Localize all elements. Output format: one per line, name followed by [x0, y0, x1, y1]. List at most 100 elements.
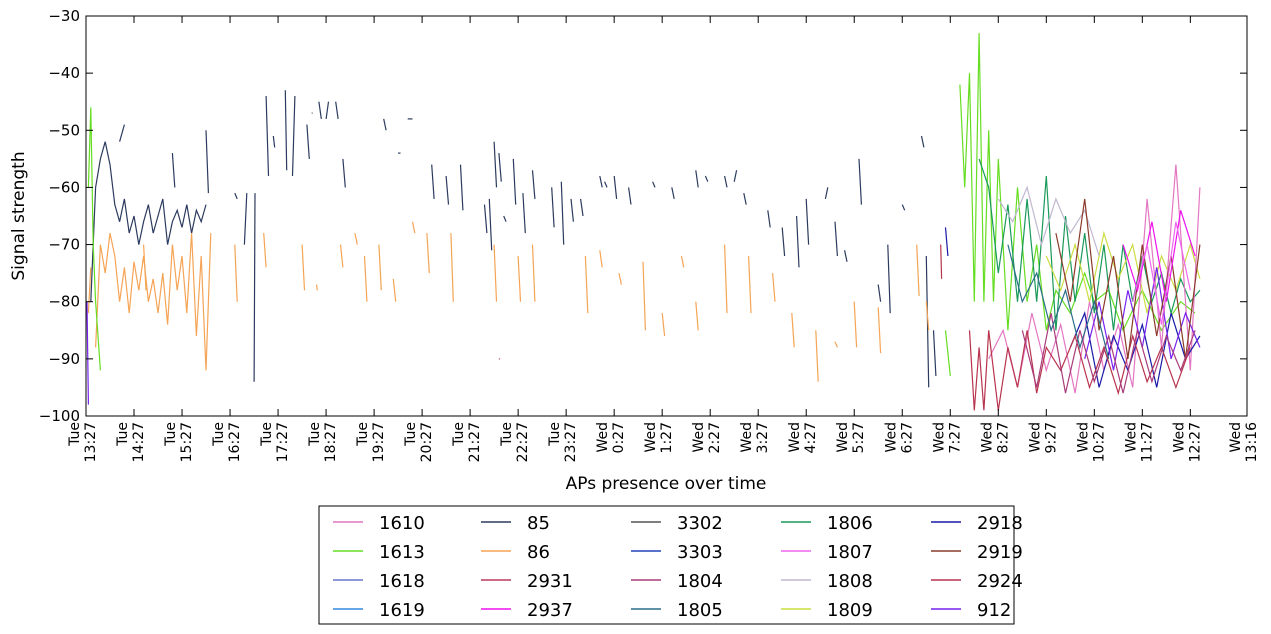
series-1807-segment — [1132, 221, 1191, 325]
x-tick-label: Tue 20:27 — [403, 422, 435, 462]
series-85-segment — [459, 164, 464, 211]
legend-entry-86: 86 — [481, 542, 550, 563]
series-85-segment — [234, 192, 238, 200]
x-tick-label: Tue 23:27 — [547, 422, 579, 462]
legend-label: 3302 — [677, 513, 723, 534]
legend-label: 1619 — [379, 600, 425, 621]
series-86-segment — [263, 233, 267, 268]
series-86-segment — [680, 255, 685, 268]
series-2918-segment — [944, 227, 949, 257]
series-86-segment — [916, 244, 920, 297]
series-85-segment — [901, 204, 906, 211]
x-tick-time: 2:27 — [707, 422, 723, 453]
series-85-segment — [551, 187, 555, 228]
series-86-segment — [791, 313, 795, 348]
series-85-segment — [291, 95, 296, 177]
legend-label: 1804 — [677, 571, 723, 592]
x-tick-label: Wed 4:27 — [787, 422, 819, 453]
series-85-segment — [284, 90, 288, 171]
x-tick-day: Tue — [163, 422, 179, 447]
series-85-segment — [560, 181, 565, 245]
series-1613-segment — [87, 107, 101, 371]
series-86-segment — [748, 255, 752, 314]
series-2924-segment — [968, 330, 1191, 411]
legend-label: 2931 — [527, 571, 573, 592]
x-tick-label: Wed 6:27 — [883, 422, 915, 453]
x-tick-time: 1:27 — [659, 422, 675, 453]
series-86-segment — [87, 267, 92, 314]
x-tick-label: Tue 14:27 — [115, 422, 147, 462]
legend-label: 1805 — [677, 600, 723, 621]
x-tick-day: Tue — [451, 422, 467, 447]
legend-entry-1804: 1804 — [631, 571, 723, 592]
series-85-segment — [932, 330, 937, 377]
x-tick-time: 8:27 — [995, 422, 1011, 453]
x-tick-day: Tue — [547, 422, 563, 447]
series-86-segment — [531, 244, 536, 302]
legend-entry-2918: 2918 — [931, 513, 1023, 534]
series-85-segment — [383, 118, 387, 131]
legend-frame — [318, 505, 1015, 625]
legend-entry-1805: 1805 — [631, 600, 723, 621]
x-tick-label: Wed 7:27 — [931, 422, 963, 453]
legend-entry-1619: 1619 — [333, 600, 425, 621]
series-85-segment — [272, 135, 276, 148]
series-85-segment — [796, 215, 800, 268]
series-1610-segment — [988, 164, 1201, 394]
x-tick-day: Wed — [595, 422, 611, 453]
series-2919-segment — [1055, 198, 1201, 359]
x-tick-label: Wed 12:27 — [1171, 422, 1203, 462]
series-85-segment — [733, 170, 738, 182]
x-tick-label: Wed 13:16 — [1228, 422, 1260, 462]
series-85-segment — [342, 158, 346, 188]
x-tick-day: Wed — [1027, 422, 1043, 453]
series-86-segment — [584, 255, 589, 314]
series-85-segment — [858, 158, 862, 205]
series-86-segment — [378, 244, 382, 291]
x-tick-time: 13:16 — [1244, 422, 1260, 462]
x-tick-time: 15:27 — [179, 422, 195, 462]
x-tick-label: Tue 13:27 — [67, 422, 99, 462]
y-tick-label: −40 — [48, 64, 80, 82]
x-tick-day: Wed — [835, 422, 851, 453]
legend-label: 2924 — [977, 571, 1023, 592]
x-tick-time: 22:27 — [515, 422, 531, 462]
legend-entry-1610: 1610 — [333, 513, 425, 534]
x-tick-label: Tue 22:27 — [499, 422, 531, 462]
legend-entry-3303: 3303 — [631, 542, 723, 563]
series-86-segment — [493, 244, 498, 302]
legend-label: 2937 — [527, 600, 573, 621]
x-tick-time: 13:27 — [83, 422, 99, 462]
x-tick-label: Wed 0:27 — [595, 422, 627, 453]
series-layer — [86, 33, 1201, 411]
series-86-segment — [772, 273, 776, 302]
x-tick-day: Wed — [979, 422, 995, 453]
series-85-segment — [306, 124, 310, 159]
legend-label: 3303 — [677, 542, 723, 563]
series-1613-segment — [959, 33, 1196, 332]
series-85-segment — [824, 187, 829, 200]
series-85-segment — [488, 198, 493, 251]
x-tick-time: 23:27 — [563, 422, 579, 462]
x-tick-time: 19:27 — [371, 422, 387, 462]
legend-entry-1809: 1809 — [781, 600, 873, 621]
x-tick-time: 21:27 — [467, 422, 483, 462]
y-tick-label: −100 — [39, 407, 80, 425]
x-tick-day: Tue — [67, 422, 83, 447]
series-85-segment — [493, 141, 498, 188]
series-86-segment — [642, 261, 646, 331]
x-tick-label: Tue 16:27 — [211, 422, 243, 462]
y-tick-label: −90 — [48, 350, 80, 368]
x-tick-day: Tue — [115, 422, 131, 447]
series-1806-segment — [978, 158, 1201, 331]
series-86-segment — [834, 341, 838, 348]
x-tick-day: Tue — [355, 422, 371, 447]
x-tick-day: Wed — [1075, 422, 1091, 453]
legend-label: 2919 — [977, 542, 1023, 563]
legend-entry-1807: 1807 — [781, 542, 873, 563]
series-85-segment — [498, 153, 502, 182]
x-tick-day: Wed — [787, 422, 803, 453]
x-tick-time: 5:27 — [851, 422, 867, 453]
x-tick-day: Wed — [643, 422, 659, 453]
series-85-segment — [119, 124, 125, 142]
